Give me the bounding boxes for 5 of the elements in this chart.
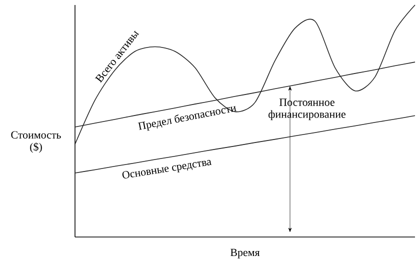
y-axis-title: Стоимость ($) bbox=[11, 131, 61, 153]
text: Предел безопасности bbox=[138, 106, 236, 131]
annotation: Постоянное финансирование bbox=[268, 98, 346, 120]
x-axis-title: Время bbox=[230, 248, 260, 258]
text: Основные средства bbox=[122, 160, 212, 178]
